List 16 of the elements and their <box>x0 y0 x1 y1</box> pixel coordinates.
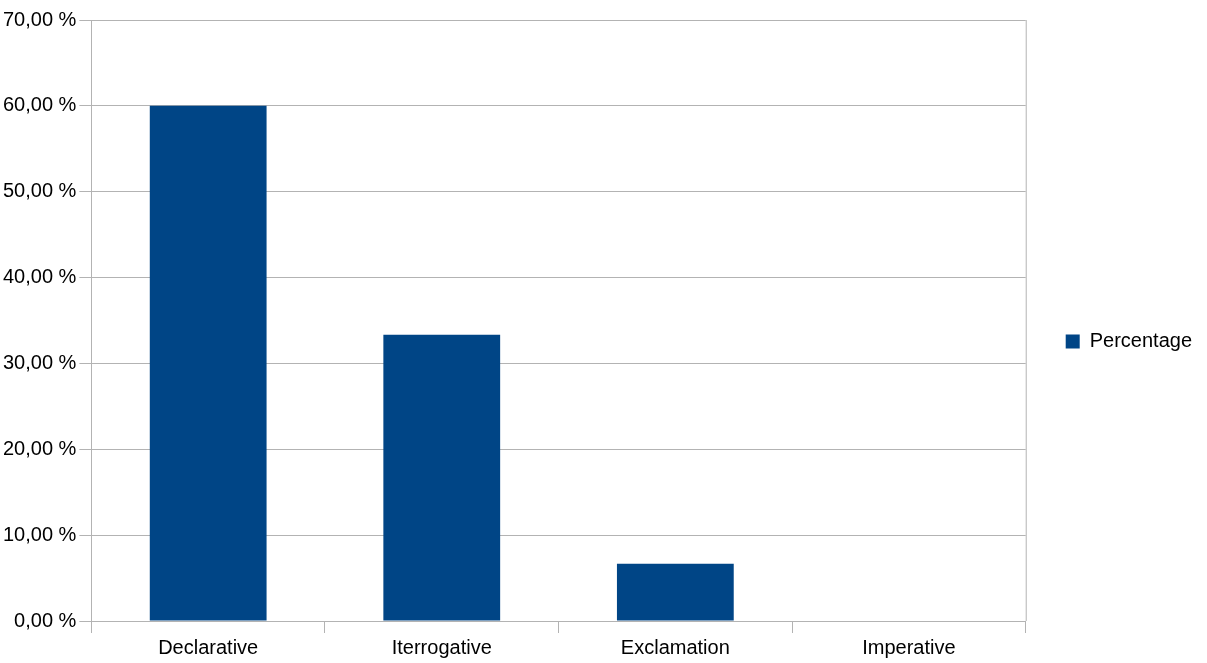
y-tick-label: 10,00 % <box>3 522 77 545</box>
y-tick-label: 60,00 % <box>3 93 77 116</box>
bar <box>383 334 501 621</box>
bar <box>616 563 734 621</box>
bar <box>149 105 267 621</box>
y-tick-label: 0,00 % <box>14 608 77 631</box>
y-tick-label: 30,00 % <box>3 350 77 373</box>
y-tick-label: 40,00 % <box>3 265 77 288</box>
x-tick-label: Declarative <box>158 635 259 658</box>
x-tick-label: Imperative <box>862 635 956 658</box>
y-tick-label: 20,00 % <box>3 436 77 459</box>
x-tick-label: Iterrogative <box>391 635 492 658</box>
y-tick-label: 70,00 % <box>3 7 77 30</box>
legend-label: Percentage <box>1089 329 1192 352</box>
y-tick-label: 50,00 % <box>3 179 77 202</box>
x-tick-label: Exclamation <box>620 635 730 658</box>
